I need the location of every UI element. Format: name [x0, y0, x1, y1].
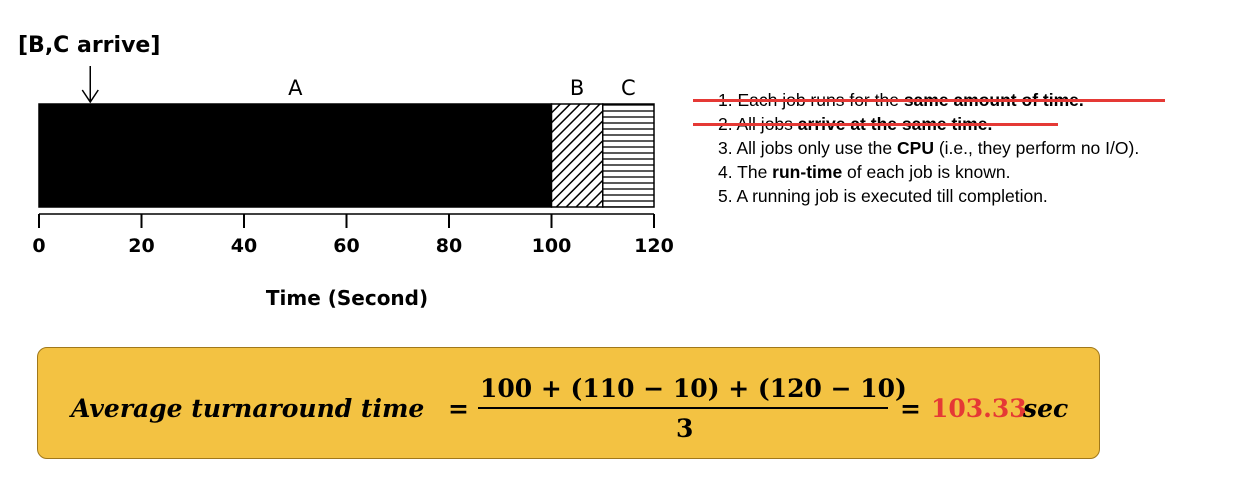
assumption-4: 4. The run-time of each job is known.: [718, 160, 1139, 184]
assumption-text: All jobs only use the: [736, 138, 898, 158]
formula-numerator: 100 + (110 − 10) + (120 − 10): [480, 374, 907, 403]
tick-label: 40: [231, 235, 257, 257]
assumption-number: 4.: [718, 162, 738, 182]
job-label-b: B: [570, 76, 584, 100]
formula-lhs: Average turnaround time: [71, 394, 425, 423]
formula-result: 103.33: [931, 394, 1027, 423]
formula-unit: sec: [1023, 394, 1069, 423]
assumptions-list: 1. Each job runs for the same amount of …: [693, 88, 1165, 208]
arrival-label: [B,C arrive]: [18, 33, 160, 58]
tick-label: 60: [333, 235, 359, 257]
tick-label: 20: [128, 235, 154, 257]
assumption-5: 5. A running job is executed till comple…: [718, 184, 1139, 208]
gantt-chart: [B,C arrive] A B C 0 20 40 60 80 100 120 Time (S…: [18, 33, 674, 310]
job-bars: [38, 103, 655, 208]
job-bar-b: [550, 103, 604, 208]
time-axis: 0 20 40 60 80 100 120: [32, 213, 674, 257]
fraction-bar: [478, 407, 888, 409]
assumption-1: 1. Each job runs for the same amount of …: [693, 88, 1165, 112]
assumption-2: 2. All jobs arrive at the same time.: [693, 112, 1139, 136]
formula-equals: =: [448, 394, 469, 423]
job-label-a: A: [288, 76, 303, 100]
tick-label: 120: [634, 235, 674, 257]
job-labels: A B C: [288, 76, 636, 100]
assumption-text: of each job is known.: [842, 162, 1011, 182]
assumption-text: A running job is executed till completio…: [736, 186, 1048, 206]
job-bar-a: [38, 103, 553, 208]
job-label-c: C: [621, 76, 636, 100]
arrival-arrow: [81, 66, 99, 104]
assumption-text: (i.e., they perform no I/O).: [933, 138, 1140, 158]
assumption-3: 3. All jobs only use the CPU (i.e., they…: [718, 136, 1139, 160]
job-bar-c: [602, 103, 655, 208]
turnaround-formula-box: Average turnaround time = 100 + (110 − 1…: [37, 347, 1100, 459]
tick-label: 0: [32, 235, 45, 257]
assumption-bold-text: CPU: [897, 138, 934, 158]
strikethrough-line: [693, 123, 1058, 126]
assumption-number: 3.: [718, 138, 737, 158]
strikethrough-line: [693, 99, 1165, 102]
assumption-bold-text: run-time: [772, 162, 843, 182]
x-axis-label: Time (Second): [266, 286, 428, 310]
formula-denominator: 3: [676, 414, 694, 443]
tick-label: 80: [436, 235, 462, 257]
tick-label: 100: [532, 235, 572, 257]
assumption-text: The: [737, 162, 773, 182]
formula-equals-2: =: [900, 394, 921, 423]
assumption-number: 5.: [718, 186, 737, 206]
